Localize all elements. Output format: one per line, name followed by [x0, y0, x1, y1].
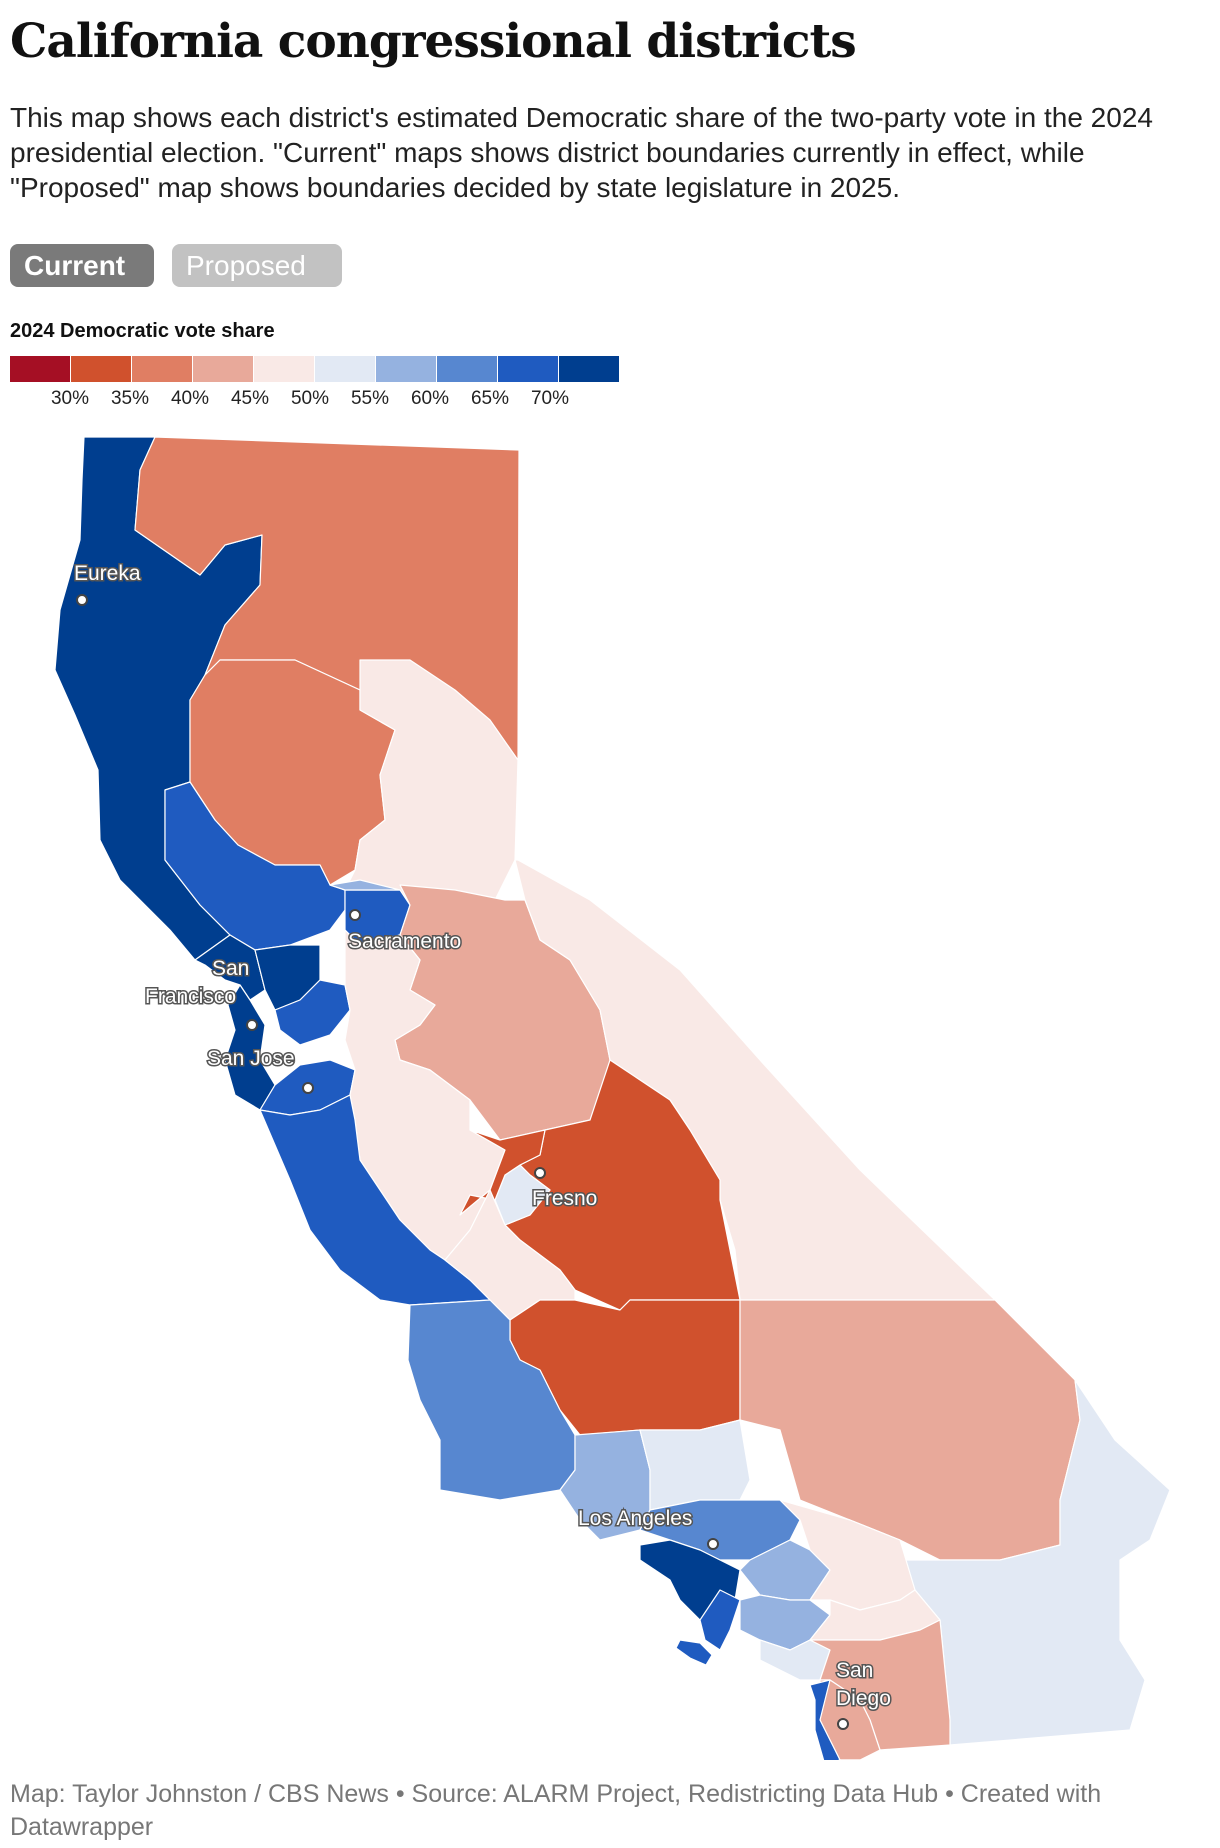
- legend-tick: 35%: [110, 388, 150, 409]
- proposed-map-button[interactable]: Proposed: [172, 244, 342, 287]
- legend-title: 2024 Democratic vote share: [10, 320, 275, 342]
- legend-swatch: [71, 356, 132, 382]
- legend-tick: 60%: [410, 388, 450, 409]
- district-antelope-valley[interactable]: [639, 1419, 751, 1511]
- city-label-san-diego: San: [836, 1659, 873, 1682]
- legend-swatch: [193, 356, 254, 382]
- city-label-san-francisco: San: [212, 957, 249, 980]
- city-label-sacramento: Sacramento: [348, 930, 461, 953]
- legend-tick: 65%: [470, 388, 510, 409]
- legend-tick: 50%: [290, 388, 330, 409]
- page-title: California congressional districts: [10, 14, 857, 69]
- district-fresno-south[interactable]: [459, 1129, 546, 1216]
- legend-tick: 55%: [350, 388, 390, 409]
- san-francisco-marker: [246, 1019, 258, 1031]
- california-district-map: Eureka Sacramento San Francisco San Jose…: [54, 436, 1171, 1760]
- current-map-button[interactable]: Current: [10, 244, 154, 287]
- city-label-san-jose: San Jose: [207, 1047, 295, 1070]
- legend-swatch: [437, 356, 498, 382]
- legend-tick: 70%: [530, 388, 570, 409]
- source-credit: Map: Taylor Johnston / CBS News • Source…: [10, 1780, 1102, 1841]
- city-label-san-francisco: Francisco: [145, 985, 236, 1008]
- eureka-marker: [76, 594, 88, 606]
- legend-swatch: [254, 356, 315, 382]
- fresno-marker: [534, 1167, 546, 1179]
- legend-tick: 40%: [170, 388, 210, 409]
- los-angeles-marker: [707, 1538, 719, 1550]
- legend-swatch: [10, 356, 71, 382]
- legend-swatch: [559, 356, 620, 382]
- city-label-fresno: Fresno: [532, 1187, 597, 1210]
- legend-swatch: [376, 356, 437, 382]
- sacramento-marker: [349, 909, 361, 921]
- legend-tick: 45%: [230, 388, 270, 409]
- legend-ticks: 30% 35% 40% 45% 50% 55% 60% 65% 70%: [10, 388, 630, 412]
- san-diego-marker: [837, 1718, 849, 1730]
- legend-swatch: [498, 356, 559, 382]
- district-north-bay[interactable]: [164, 781, 346, 951]
- city-label-eureka: Eureka: [74, 562, 141, 585]
- city-label-san-diego: Diego: [836, 1687, 891, 1710]
- legend-tick: 30%: [50, 388, 90, 409]
- legend-swatch: [315, 356, 376, 382]
- color-legend: [10, 356, 620, 382]
- legend-swatch: [132, 356, 193, 382]
- san-jose-marker: [302, 1082, 314, 1094]
- map-description: This map shows each district's estimated…: [10, 102, 1153, 203]
- city-label-los-angeles: Los Angeles: [578, 1507, 692, 1530]
- district-san-diego-coast[interactable]: [809, 1679, 841, 1760]
- district-sacramento-suburb[interactable]: [329, 879, 401, 891]
- district-channel-island[interactable]: [675, 1639, 713, 1666]
